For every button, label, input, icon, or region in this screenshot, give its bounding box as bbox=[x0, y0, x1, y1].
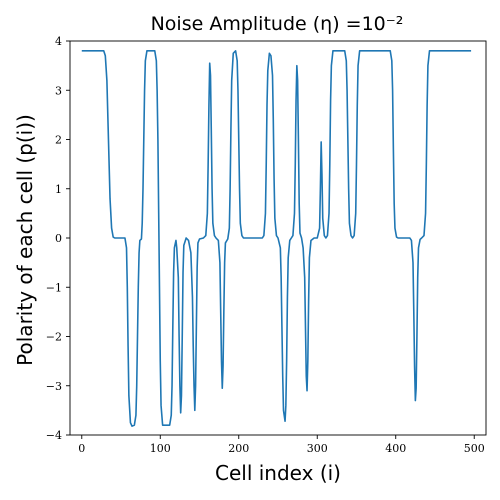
x-tick-label: 100 bbox=[150, 442, 171, 455]
x-tick-label: 300 bbox=[307, 442, 328, 455]
y-tick-label: −2 bbox=[46, 331, 62, 344]
y-tick-label: 0 bbox=[55, 232, 62, 245]
y-tick-label: −4 bbox=[46, 429, 62, 442]
y-tick-label: −3 bbox=[46, 380, 62, 393]
y-tick-label: 4 bbox=[55, 35, 62, 48]
chart-title: Noise Amplitude (η) =10⁻² bbox=[151, 13, 404, 35]
x-axis-label: Cell index (i) bbox=[215, 461, 341, 485]
x-tick-label: 200 bbox=[228, 442, 249, 455]
y-axis-label: Polarity of each cell (p(i)) bbox=[13, 114, 37, 366]
x-tick-label: 500 bbox=[464, 442, 485, 455]
y-tick-label: 1 bbox=[55, 183, 62, 196]
x-tick-label: 400 bbox=[385, 442, 406, 455]
x-tick-label: 0 bbox=[78, 442, 85, 455]
y-tick-label: 2 bbox=[55, 134, 62, 147]
y-tick-label: −1 bbox=[46, 281, 62, 294]
y-tick-label: 3 bbox=[55, 84, 62, 97]
